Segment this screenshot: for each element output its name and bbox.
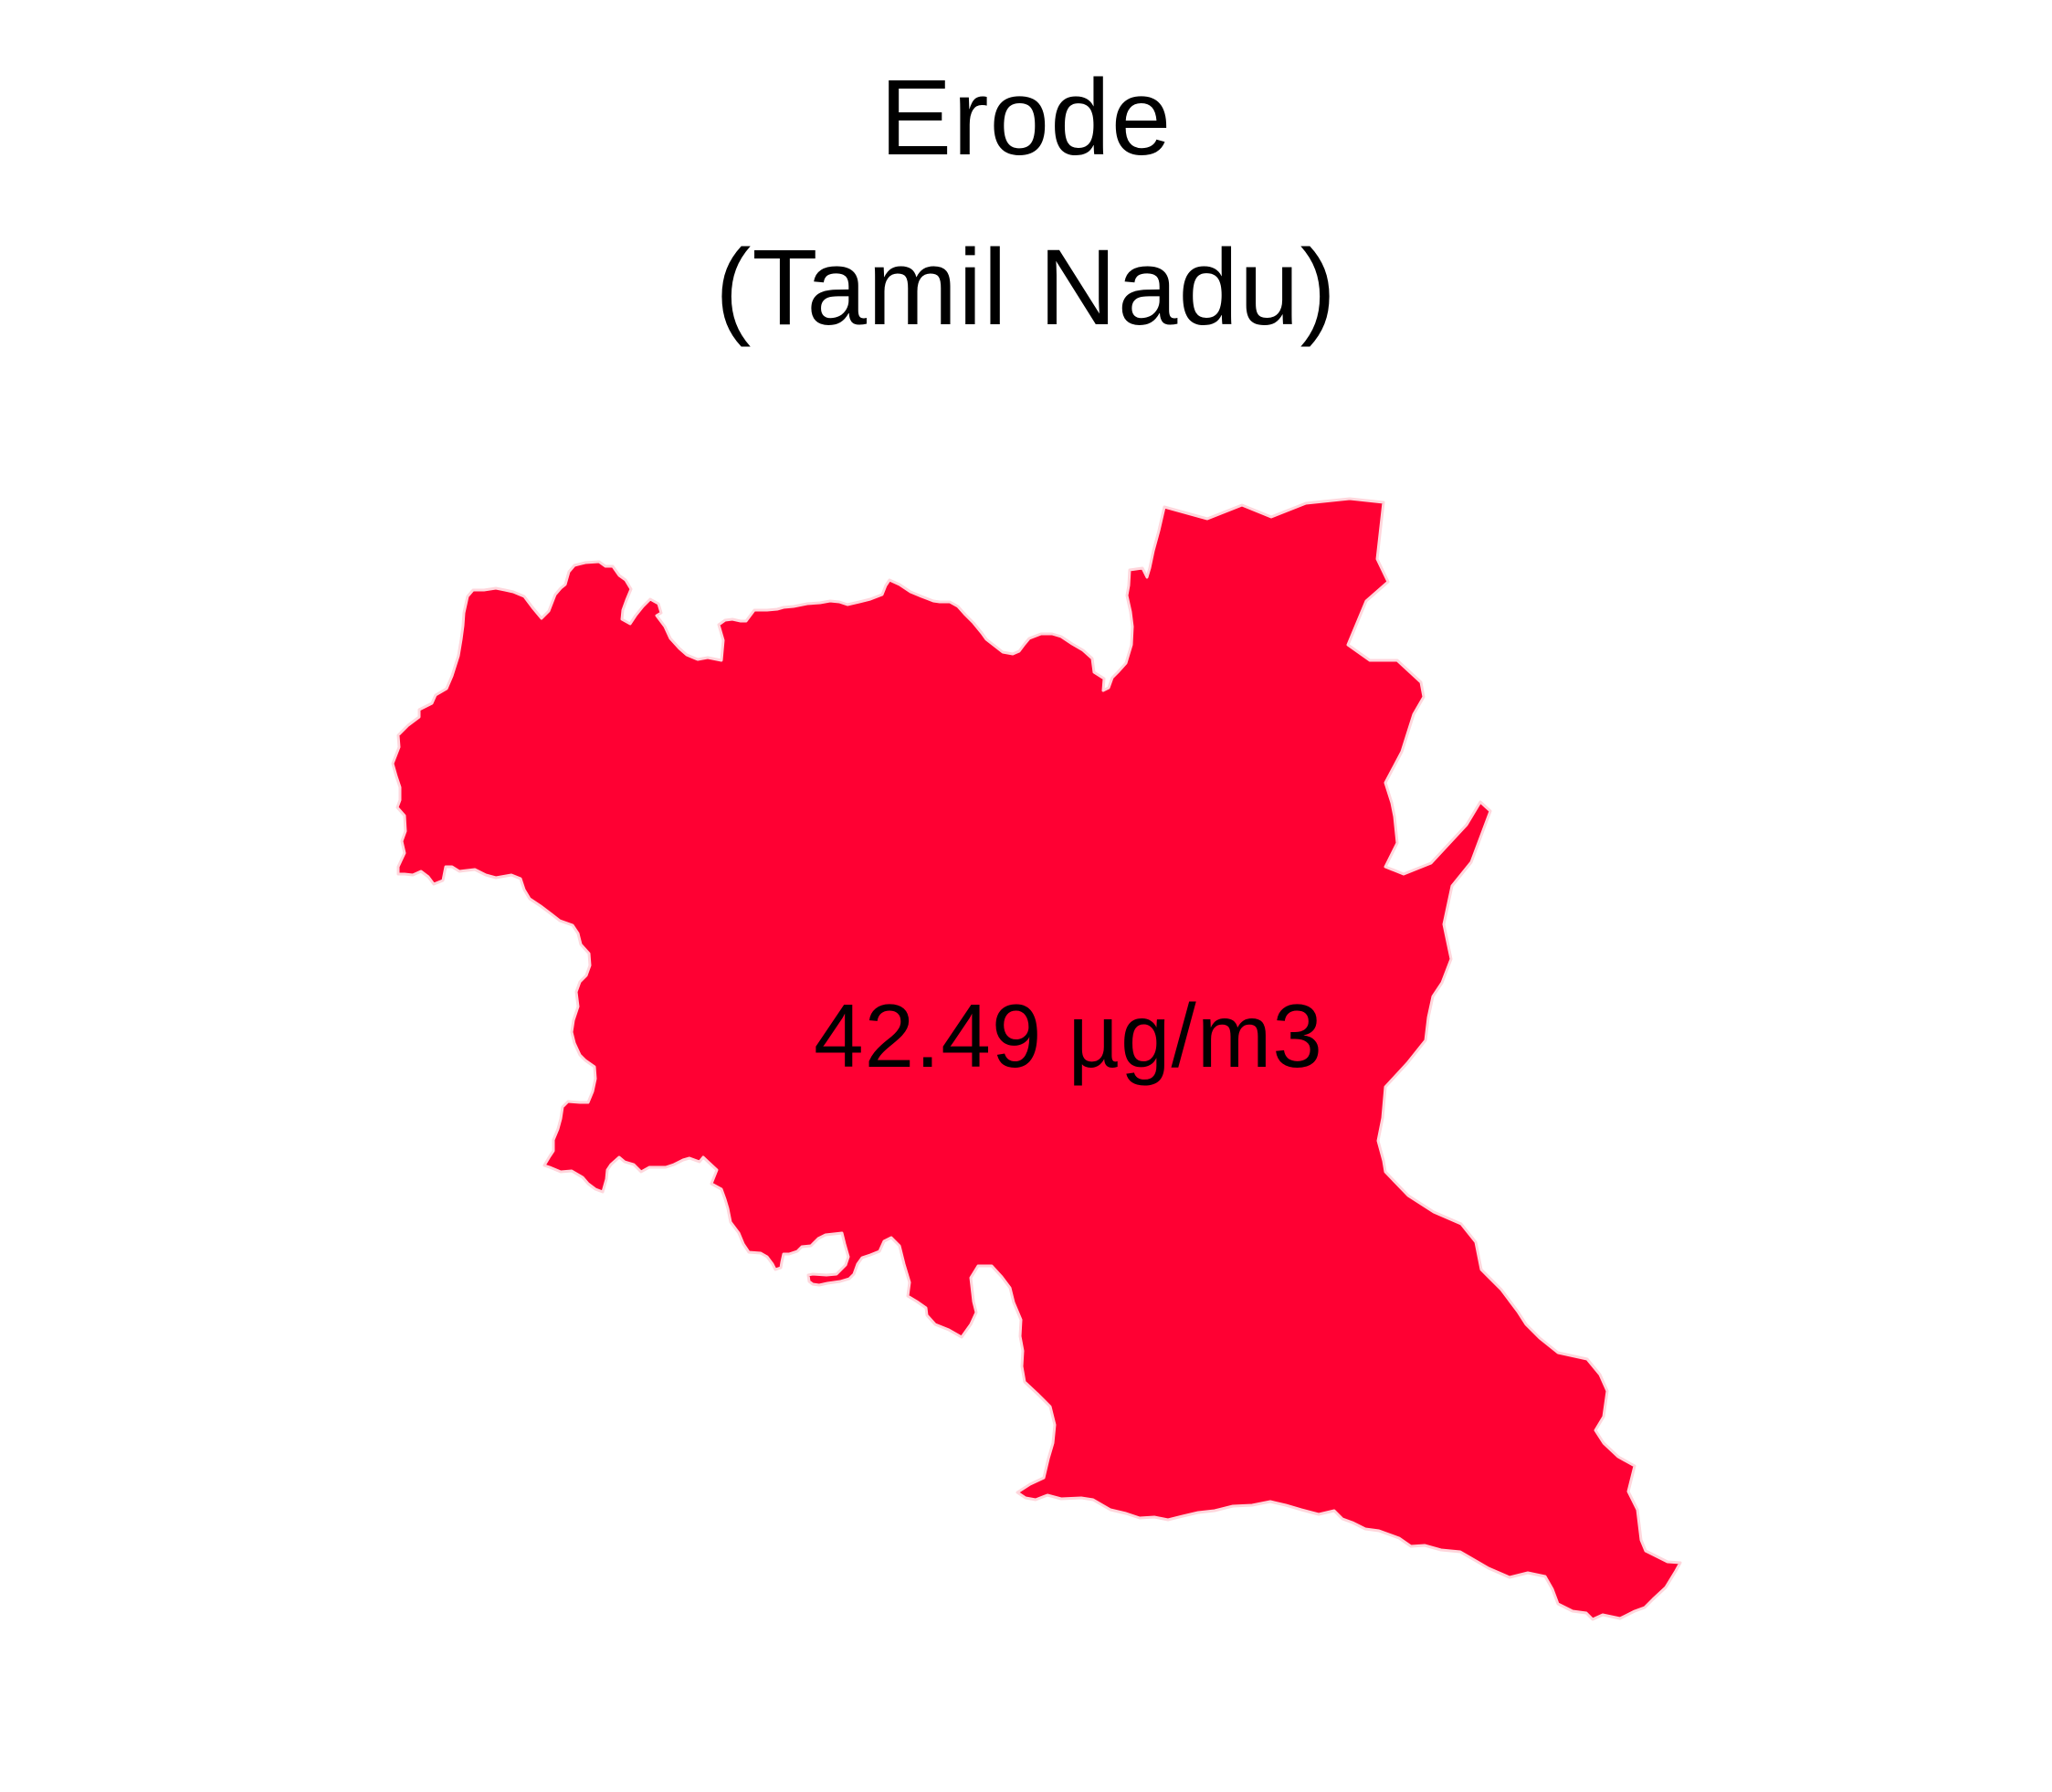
pm25-value-label: 42.49 µg/m3 bbox=[814, 986, 1323, 1086]
erode-district-shape bbox=[391, 497, 1682, 1621]
map-title-state: (Tamil Nadu) bbox=[715, 227, 1337, 348]
map-title-district: Erode bbox=[879, 58, 1173, 178]
